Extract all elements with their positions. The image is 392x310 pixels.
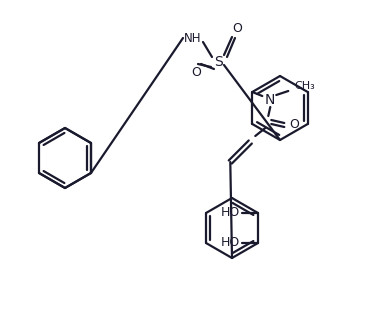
Text: CH₃: CH₃: [294, 81, 315, 91]
Text: NH: NH: [184, 32, 202, 45]
Text: O: O: [191, 67, 201, 79]
Text: S: S: [215, 55, 223, 69]
Text: O: O: [289, 118, 299, 131]
Text: N: N: [265, 93, 276, 107]
Text: HO: HO: [220, 237, 240, 250]
Text: HO: HO: [220, 206, 240, 219]
Text: O: O: [232, 21, 242, 34]
